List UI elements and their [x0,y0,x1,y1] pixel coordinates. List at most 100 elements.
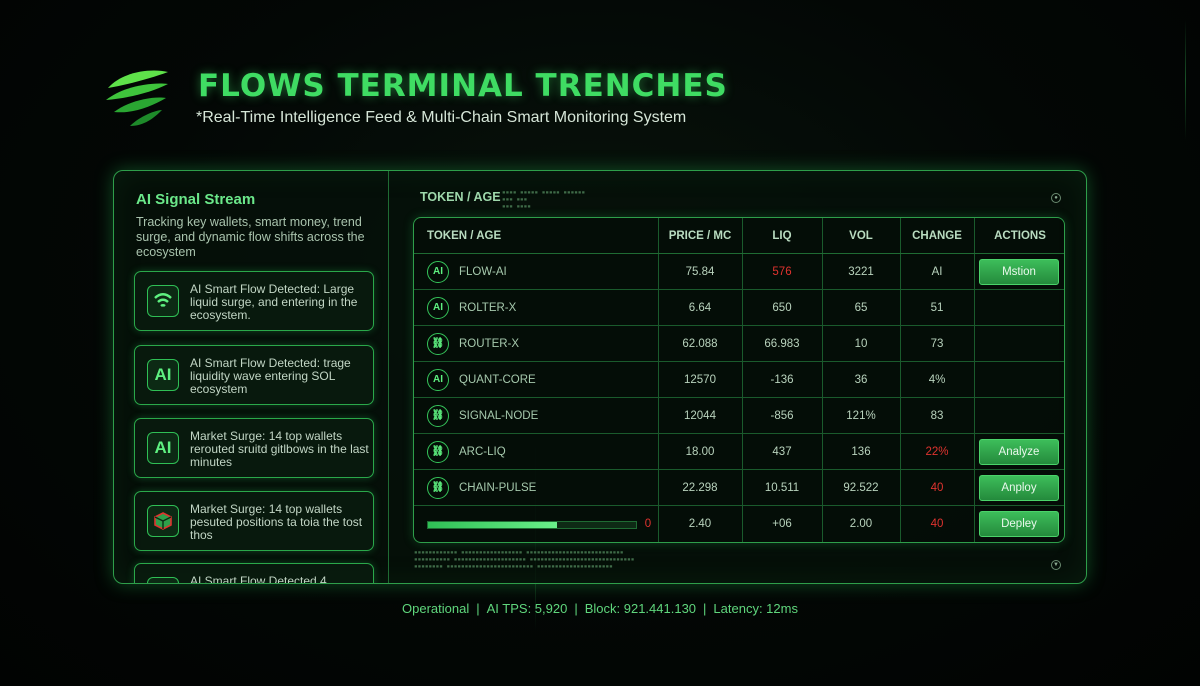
row-action-button[interactable]: Mstion [979,259,1059,285]
cell-vol: 92.522 [843,482,879,494]
signal-stream-panel: AI Signal Stream Tracking key wallets, s… [114,171,389,584]
cell-liq: 10.511 [764,482,800,494]
link-icon: ⛓ [427,477,449,499]
row-action-button[interactable]: Depley [979,511,1059,537]
column-header-liq[interactable]: LIQ [772,230,792,242]
ai-badge-icon: AI [147,432,179,464]
status-separator: | [574,601,578,616]
signal-stream-description: Tracking key wallets, smart money, trend… [136,215,365,259]
token-name[interactable]: ARC-LIQ [459,446,506,458]
column-header-change[interactable]: CHANGE [912,230,962,242]
cell-vol: 2.00 [849,518,873,530]
micro-text: ▪▪▪▪ ▪▪▪▪▪ ▪▪▪▪▪ ▪▪▪▪▪▪ ▪▪▪ ▪▪▪ ▪▪▪ ▪▪▪▪ [502,189,586,210]
signal-card[interactable]: Market Surge: 14 top wallets pesuted pos… [134,491,374,551]
column-header-token[interactable]: TOKEN / AGE [427,230,502,242]
status-separator: | [703,601,707,616]
table-header: TOKEN / AGE PRICE / MC LIQ VOL CHANGE AC… [414,218,1064,254]
cube-icon [147,577,179,583]
signal-card[interactable]: AI Market Surge: 14 top wallets rerouted… [134,418,374,478]
table-row[interactable]: AI QUANT-CORE 12570 -136 36 4% [414,362,1064,398]
token-name[interactable]: FLOW-AI [459,266,507,278]
status-bar: Operational | AI TPS: 5,920 | Block: 921.441… [0,601,1200,616]
signal-stream-title: AI Signal Stream [136,191,256,208]
column-divider [742,218,743,542]
cell-liq: 437 [772,446,792,458]
column-divider [900,218,901,542]
action-cell: Mstion [974,254,1064,290]
decorative-divider [1185,20,1186,140]
table-row[interactable]: 0 2.40 +06 2.00 40 Depley [414,506,1064,542]
cell-vol: 136 [851,446,871,458]
cell-change: 40 [930,518,944,530]
token-table: TOKEN / AGE PRICE / MC LIQ VOL CHANGE AC… [413,217,1065,543]
progress-bar [427,521,637,529]
page-title: FLOWS TERMINAL TRENCHES [198,68,728,104]
table-row[interactable]: AI FLOW-AI 75.84 576 3221 AI Mstion [414,254,1064,290]
signal-card-text: AI Smart Flow Detected: trage liquidity … [190,356,351,396]
cell-price: 12570 [684,374,716,386]
progress-bar-fill [428,522,557,528]
cell-price: 22.298 [682,482,718,494]
scroll-down-icon[interactable]: ▼ [1051,560,1061,570]
table-row[interactable]: ⛓ CHAIN-PULSE 22.298 10.511 92.522 40 Anploy [414,470,1064,506]
link-icon: ⛓ [427,333,449,355]
status-state: Operational [402,601,470,616]
cell-change: 4% [928,374,946,386]
table-row[interactable]: AI ROLTER-X 6.64 650 65 51 [414,290,1064,326]
cell-vol: 10 [854,338,868,350]
table-row[interactable]: ⛓ ROUTER-X 62.088 66.983 10 73 [414,326,1064,362]
status-latency: Latency: 12ms [713,601,798,616]
token-name[interactable]: ROUTER-X [459,338,520,350]
column-divider [974,218,975,542]
status-block: Block: 921.441.130 [584,601,697,616]
table-row[interactable]: ⛓ ARC-LIQ 18.00 437 136 22% Analyze [414,434,1064,470]
token-table-panel: TOKEN / AGE ▪▪▪▪ ▪▪▪▪▪ ▪▪▪▪▪ ▪▪▪▪▪▪ ▪▪▪ ▪… [390,171,1086,583]
signal-card-text: AI Smart Flow Detected 4 [190,574,327,584]
cell-price: 12044 [684,410,716,422]
signal-card[interactable]: AI Smart Flow Detected: Large liquid sur… [134,271,374,331]
table-row[interactable]: ⛓ SIGNAL-NODE 12044 -856 121% 83 [414,398,1064,434]
signal-card[interactable]: AI AI Smart Flow Detected: trage liquidi… [134,345,374,405]
cell-price: 18.00 [685,446,715,458]
cell-change: AI [931,266,943,278]
cell-change: 73 [930,338,944,350]
row-action-button[interactable]: Anploy [979,475,1059,501]
cell-change: 51 [930,302,944,314]
cell-change: 83 [930,410,944,422]
ai-badge-icon: AI [427,261,449,283]
cell-liq: 66.983 [764,338,800,350]
action-cell: Analyze [974,434,1064,470]
table-area-heading: TOKEN / AGE [420,190,501,204]
column-divider [822,218,823,542]
cell-vol: 65 [854,302,868,314]
cube-icon [147,505,179,537]
link-icon: ⛓ [427,405,449,427]
cell-liq: 576 [772,266,792,278]
flows-logo-icon [100,62,174,136]
action-cell: Anploy [974,470,1064,506]
token-name[interactable]: QUANT-CORE [459,374,536,386]
app-header: FLOWS TERMINAL TRENCHES *Real-Time Intel… [100,62,800,142]
cell-change: 22% [925,446,949,458]
token-name[interactable]: CHAIN-PULSE [459,482,537,494]
status-tps: AI TPS: 5,920 [486,601,568,616]
cell-change: 40 [930,482,944,494]
cell-price: 75.84 [685,266,715,278]
token-name[interactable]: SIGNAL-NODE [459,410,539,422]
action-cell: Depley [974,506,1064,542]
cell-price: 2.40 [688,518,712,530]
cell-liq: -136 [770,374,794,386]
cell-price: 62.088 [682,338,718,350]
cell-vol: 121% [846,410,876,422]
link-icon: ⛓ [427,441,449,463]
column-header-price[interactable]: PRICE / MC [668,230,732,242]
column-header-vol[interactable]: VOL [849,230,873,242]
row-action-button[interactable]: Analyze [979,439,1059,465]
progress-value: 0 [644,518,652,530]
status-separator: | [476,601,480,616]
token-name[interactable]: ROLTER-X [459,302,517,314]
settings-dot-icon[interactable]: ● [1051,193,1061,203]
ai-badge-icon: AI [427,369,449,391]
signal-card[interactable]: AI Smart Flow Detected 4 [134,563,374,584]
